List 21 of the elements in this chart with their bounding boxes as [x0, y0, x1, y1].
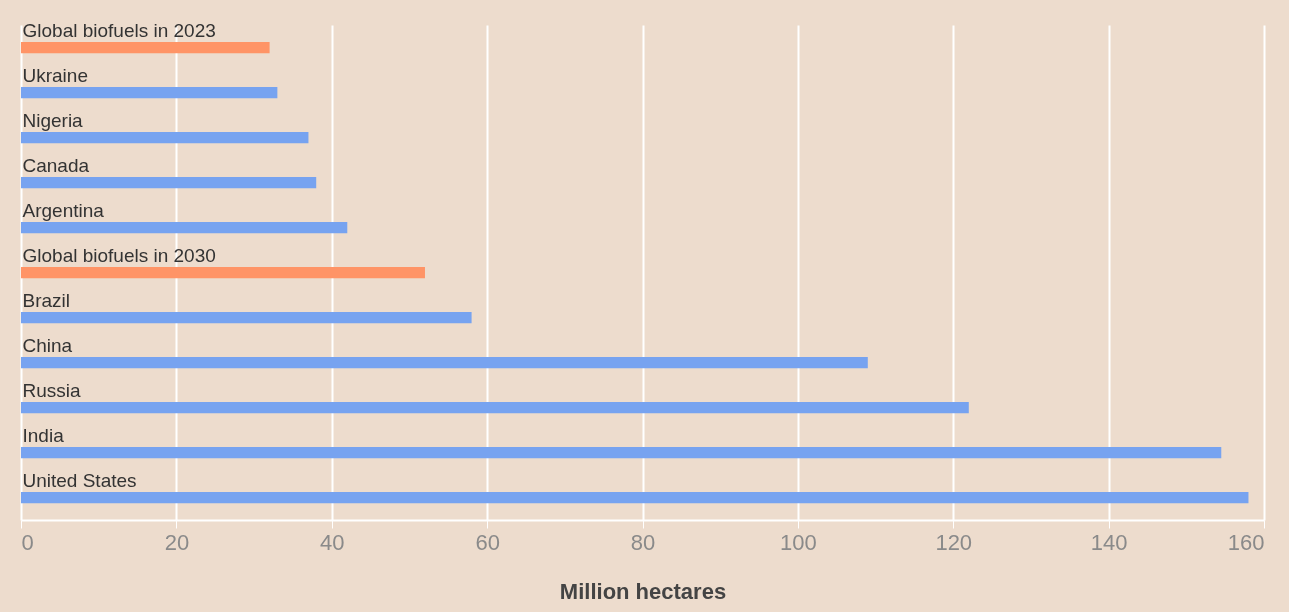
x-tick-label: 120: [935, 529, 973, 555]
x-tick-label: 100: [780, 529, 817, 555]
x-tick-label: 40: [320, 529, 345, 555]
y-tick-label: Canada: [22, 154, 90, 176]
x-tick-label: 160: [1227, 529, 1265, 555]
x-axis-title: Million hectares: [559, 578, 727, 604]
y-tick-label: Brazil: [22, 289, 71, 311]
y-tick-label: Global biofuels in 2030: [22, 244, 216, 266]
x-tick-label: 140: [1090, 529, 1128, 555]
y-tick-label: Argentina: [22, 199, 105, 221]
y-tick-label: India: [22, 424, 65, 446]
y-tick-label: Global biofuels in 2023: [22, 19, 216, 41]
y-tick-label: Ukraine: [22, 64, 88, 86]
x-tick-label: 0: [21, 529, 34, 555]
y-tick-label: United States: [22, 469, 137, 491]
x-tick-label: 20: [164, 529, 190, 555]
x-tick-label: 80: [630, 529, 656, 555]
y-tick-label: China: [22, 334, 73, 356]
y-tick-label: Russia: [22, 379, 82, 401]
x-tick-label: 60: [475, 529, 500, 555]
y-tick-label: Nigeria: [22, 109, 84, 131]
